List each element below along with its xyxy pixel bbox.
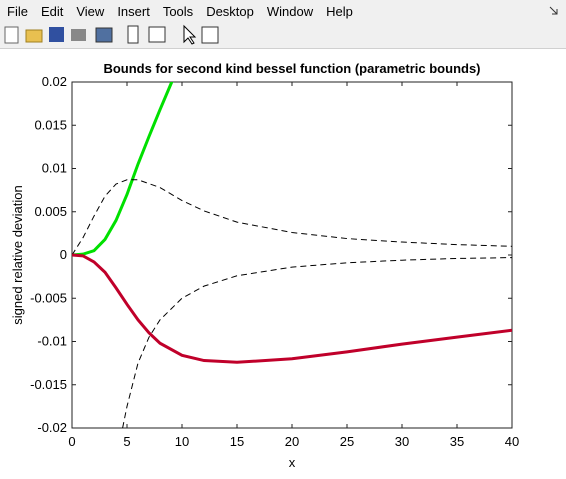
toolbar-icons [4,24,219,45]
plot-area [72,82,512,428]
x-tick-label: 15 [230,434,244,449]
x-tick-label: 0 [68,434,75,449]
inspector-icon[interactable] [201,26,219,44]
chart-title: Bounds for second kind bessel function (… [103,61,480,76]
legend-icon[interactable] [148,26,166,43]
menu-item[interactable]: Desktop [206,3,254,19]
y-tick-label: -0.015 [30,377,67,392]
data-line [122,257,512,428]
menu-bar: File Edit View Insert Tools Desktop Window Help [0,0,566,22]
menu-item[interactable]: File [7,3,28,19]
print-icon[interactable] [71,29,86,41]
menu-item[interactable]: Window [266,3,314,19]
dock-arrow[interactable] [548,5,560,17]
y-tick-label: -0.01 [37,334,67,349]
x-tick-label: 10 [175,434,189,449]
menu-item[interactable]: View [76,3,105,19]
save-icon[interactable] [49,27,64,42]
y-tick-label: 0.02 [42,74,67,89]
x-tick-label: 20 [285,434,299,449]
y-tick-label: 0.005 [34,204,67,219]
data-line [72,253,512,364]
pointer-icon[interactable] [183,24,197,45]
x-tick-label: 5 [123,434,130,449]
toolbar [0,22,566,49]
x-axis-label: x [289,455,296,470]
x-tick-label: 40 [505,434,519,449]
menu-item[interactable]: Tools [162,3,194,19]
new-icon[interactable] [4,26,19,44]
y-tick-label: 0 [60,247,67,262]
data-line [72,82,174,257]
axes-box [71,81,513,429]
x-tick-label: 35 [450,434,464,449]
open-icon[interactable] [25,29,43,43]
chart: Bounds for second kind bessel function (… [10,61,519,470]
colorbar-icon[interactable] [127,25,139,44]
y-axis-label: signed relative deviation [10,185,25,324]
y-tick-label: 0.015 [34,117,67,132]
y-tick-label: -0.02 [37,420,67,435]
menu-item[interactable]: Insert [117,3,150,19]
data-line [72,179,512,256]
menu-item[interactable]: Edit [40,3,64,19]
y-tick-label: -0.005 [30,290,67,305]
menu-item[interactable]: Help [326,3,353,19]
x-tick-label: 30 [395,434,409,449]
x-tick-label: 25 [340,434,354,449]
link-icon[interactable] [95,27,113,43]
y-tick-label: 0.01 [42,161,67,176]
